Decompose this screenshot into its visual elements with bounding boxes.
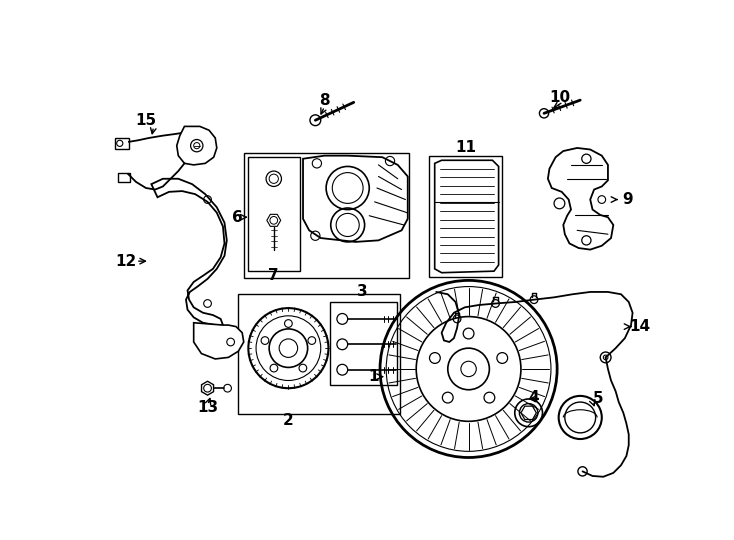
Polygon shape — [194, 323, 244, 359]
Bar — [239, 294, 400, 414]
Bar — [330, 302, 397, 385]
Text: 4: 4 — [528, 390, 539, 405]
Text: 3: 3 — [357, 285, 368, 300]
Polygon shape — [548, 148, 614, 249]
Text: 2: 2 — [283, 413, 294, 428]
Text: 12: 12 — [115, 254, 137, 268]
Bar — [429, 156, 501, 278]
Text: 7: 7 — [269, 267, 279, 282]
Text: 1: 1 — [368, 369, 378, 384]
Text: 5: 5 — [592, 392, 603, 407]
Polygon shape — [151, 179, 227, 325]
Bar — [115, 138, 129, 148]
Text: 9: 9 — [622, 192, 633, 207]
Polygon shape — [435, 160, 498, 273]
Text: 6: 6 — [232, 210, 243, 225]
Bar — [244, 153, 410, 278]
Text: 8: 8 — [319, 93, 330, 109]
Polygon shape — [303, 156, 408, 242]
Text: 11: 11 — [455, 140, 476, 154]
Bar — [118, 173, 130, 182]
Text: 14: 14 — [630, 319, 651, 334]
Text: 10: 10 — [549, 90, 570, 105]
Bar — [247, 157, 300, 271]
Polygon shape — [177, 126, 217, 165]
Text: 15: 15 — [135, 113, 156, 128]
Text: 13: 13 — [197, 400, 218, 415]
